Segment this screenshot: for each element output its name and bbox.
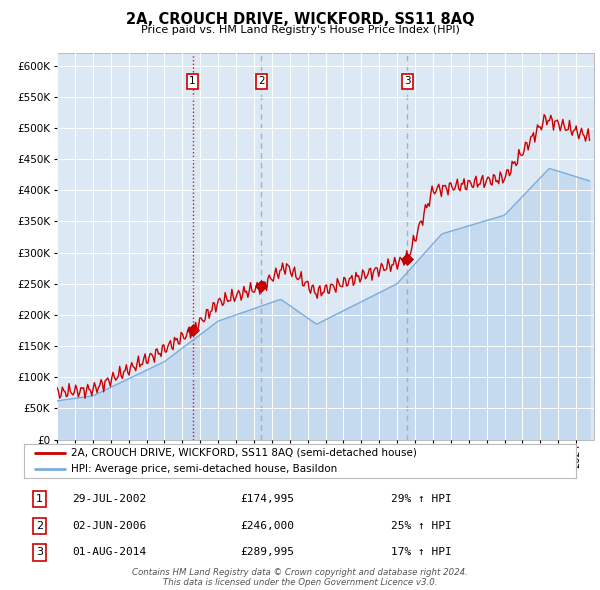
Text: 29-JUL-2002: 29-JUL-2002 [73,494,146,504]
Text: 01-AUG-2014: 01-AUG-2014 [73,548,146,558]
Text: 2: 2 [36,521,43,530]
Text: 2: 2 [258,76,265,86]
Text: Contains HM Land Registry data © Crown copyright and database right 2024.: Contains HM Land Registry data © Crown c… [132,568,468,577]
Text: 29% ↑ HPI: 29% ↑ HPI [391,494,452,504]
Text: 25% ↑ HPI: 25% ↑ HPI [391,521,452,530]
Text: 2A, CROUCH DRIVE, WICKFORD, SS11 8AQ: 2A, CROUCH DRIVE, WICKFORD, SS11 8AQ [125,12,475,27]
Text: £289,995: £289,995 [240,548,294,558]
Text: 3: 3 [36,548,43,558]
Text: £246,000: £246,000 [240,521,294,530]
Text: 1: 1 [189,76,196,86]
Text: This data is licensed under the Open Government Licence v3.0.: This data is licensed under the Open Gov… [163,578,437,587]
Text: 3: 3 [404,76,411,86]
Text: 1: 1 [36,494,43,504]
Text: HPI: Average price, semi-detached house, Basildon: HPI: Average price, semi-detached house,… [71,464,337,474]
Text: 02-JUN-2006: 02-JUN-2006 [73,521,146,530]
Text: Price paid vs. HM Land Registry's House Price Index (HPI): Price paid vs. HM Land Registry's House … [140,25,460,35]
Text: 17% ↑ HPI: 17% ↑ HPI [391,548,452,558]
Text: £174,995: £174,995 [240,494,294,504]
Text: 2A, CROUCH DRIVE, WICKFORD, SS11 8AQ (semi-detached house): 2A, CROUCH DRIVE, WICKFORD, SS11 8AQ (se… [71,448,417,458]
